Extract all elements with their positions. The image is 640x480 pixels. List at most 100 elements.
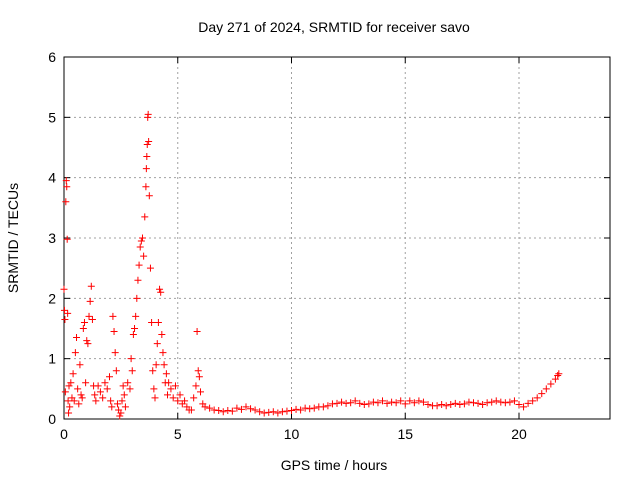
data-point	[274, 409, 282, 417]
data-point	[524, 399, 532, 407]
y-tick-label: 6	[48, 49, 56, 65]
data-point	[547, 380, 555, 388]
data-point	[62, 198, 70, 206]
data-point	[497, 398, 505, 406]
data-point	[333, 399, 341, 407]
data-point	[194, 367, 202, 375]
data-point	[65, 382, 73, 390]
data-point	[73, 334, 81, 342]
data-point	[360, 401, 368, 409]
data-point	[195, 373, 203, 381]
data-point	[140, 252, 148, 260]
data-point	[65, 409, 73, 417]
data-point	[210, 406, 218, 414]
data-point	[64, 309, 72, 317]
data-point	[301, 404, 309, 412]
data-point	[78, 394, 86, 402]
data-point	[542, 385, 550, 393]
data-point	[278, 408, 286, 416]
data-point	[328, 400, 336, 408]
data-point	[176, 391, 184, 399]
data-point	[67, 379, 75, 387]
data-point	[379, 397, 386, 405]
data-point	[143, 140, 151, 148]
data-point	[383, 399, 391, 407]
data-point	[153, 340, 161, 348]
data-point	[62, 177, 70, 185]
data-point	[424, 401, 432, 409]
y-axis-title: SRMTID / TECUs	[5, 183, 21, 293]
data-point	[111, 349, 119, 357]
data-point	[162, 370, 170, 378]
data-point	[129, 331, 137, 339]
data-point	[142, 183, 150, 191]
data-point	[283, 407, 291, 415]
data-point	[61, 315, 69, 323]
data-point	[96, 388, 104, 396]
data-point	[64, 397, 72, 405]
data-point	[288, 407, 295, 415]
y-tick-label: 3	[48, 230, 56, 246]
data-point	[94, 382, 102, 390]
data-point	[520, 403, 528, 411]
x-axis-title: GPS time / hours	[281, 457, 388, 473]
data-point	[69, 370, 77, 378]
axis-ticks: 0 5 10 15 20 0 1 2 3 4 5 6	[48, 49, 610, 442]
y-tick-label: 0	[48, 411, 56, 427]
data-point	[79, 325, 87, 332]
data-point	[433, 402, 441, 410]
data-point	[156, 285, 164, 293]
y-tick-label: 4	[48, 170, 56, 186]
data-point	[70, 397, 78, 405]
data-point	[110, 328, 118, 336]
y-tick-label: 1	[48, 351, 56, 367]
data-point	[260, 409, 268, 417]
data-point	[356, 399, 364, 407]
data-point	[224, 407, 232, 415]
data-point	[192, 382, 200, 390]
data-point	[167, 385, 175, 393]
data-point	[169, 394, 177, 402]
data-point	[533, 394, 541, 402]
data-point	[181, 397, 189, 405]
data-point	[76, 361, 84, 369]
data-point	[510, 397, 518, 405]
data-point	[146, 264, 154, 272]
data-point	[60, 285, 68, 293]
data-point	[136, 243, 144, 251]
data-point	[135, 261, 143, 269]
x-tick-label: 0	[60, 426, 68, 442]
data-point	[133, 294, 141, 302]
data-point	[306, 405, 314, 413]
data-point	[143, 153, 151, 161]
data-point	[157, 288, 165, 296]
data-point	[470, 399, 477, 407]
data-point	[237, 405, 245, 413]
data-point	[112, 367, 120, 375]
data-point	[506, 398, 514, 406]
data-point	[101, 379, 109, 387]
x-tick-label: 5	[174, 426, 182, 442]
data-point	[75, 400, 83, 408]
data-point	[103, 385, 111, 393]
grid-lines	[64, 57, 610, 419]
data-point	[71, 349, 79, 357]
data-point	[215, 407, 223, 415]
data-point	[555, 370, 563, 378]
data-point	[151, 394, 159, 402]
data-point	[242, 403, 250, 411]
data-point	[438, 401, 446, 409]
data-point	[297, 406, 305, 414]
data-point	[88, 315, 96, 323]
data-point	[415, 397, 423, 405]
data-point	[474, 399, 482, 407]
data-point	[551, 375, 559, 383]
data-point	[77, 391, 85, 399]
data-point	[529, 397, 537, 405]
data-point	[92, 397, 100, 405]
data-point	[392, 399, 400, 407]
data-point	[60, 306, 68, 314]
data-point	[116, 412, 124, 420]
